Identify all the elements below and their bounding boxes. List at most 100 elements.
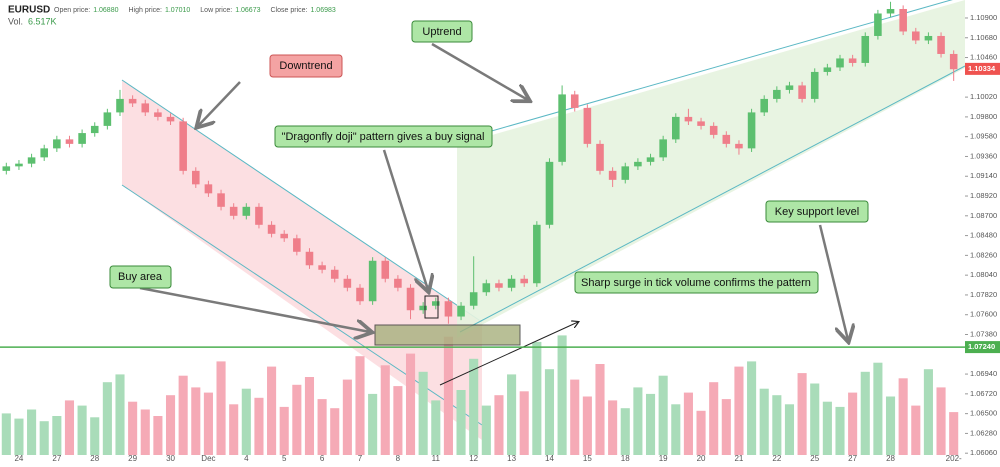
x-tick-label: 25 xyxy=(810,454,819,463)
candle-body xyxy=(773,89,781,99)
volume-bar xyxy=(229,404,239,455)
y-tick-label: 1.10680 xyxy=(970,33,997,42)
stat-label: Open price: xyxy=(54,7,90,14)
x-tick-label: 14 xyxy=(545,454,554,463)
candle-body xyxy=(785,85,794,90)
volume-bar xyxy=(279,406,289,455)
support-label: 1.07240 xyxy=(968,342,995,351)
candle-body xyxy=(697,121,705,126)
arrow xyxy=(439,322,578,386)
candle-body xyxy=(90,125,99,134)
candle-body xyxy=(747,112,756,149)
volume-bar xyxy=(822,401,832,455)
annotation: Sharp surge in tick volume confirms the … xyxy=(581,277,811,289)
candle-body xyxy=(305,251,314,266)
candle-body xyxy=(116,98,124,113)
candle-body xyxy=(103,112,112,126)
candle-body xyxy=(15,163,23,167)
volume-bar xyxy=(14,418,24,455)
candle-body xyxy=(634,161,642,167)
volume-bar xyxy=(77,405,87,455)
volume-bar xyxy=(64,400,75,455)
volume-bar xyxy=(544,369,555,455)
volume-bar xyxy=(469,358,479,455)
candle-body xyxy=(343,278,352,288)
y-tick-label: 1.08040 xyxy=(970,270,997,279)
volume-bar xyxy=(52,416,62,455)
candle-body xyxy=(2,166,11,171)
candle-body xyxy=(836,58,844,68)
volume-bar xyxy=(936,387,946,455)
candle-body xyxy=(368,260,377,302)
price-axis: 1.10900 1.10680 1.10460 1.10020 1.09800 1.095… xyxy=(14,0,1000,467)
candle-body xyxy=(545,161,554,225)
annotation: Uptrend xyxy=(422,26,461,38)
candle-body xyxy=(570,94,579,108)
annotation-box xyxy=(411,20,473,43)
volume-bar xyxy=(153,416,163,455)
candle-body xyxy=(735,143,743,149)
volume-bar xyxy=(216,361,226,455)
stat-value: 1.06673 xyxy=(235,7,260,14)
annotation: Key support level xyxy=(775,206,859,218)
annotation-box xyxy=(765,200,869,223)
candle-body xyxy=(924,35,933,41)
channels xyxy=(121,0,966,440)
x-tick-label: 15 xyxy=(583,454,592,463)
annotation-box xyxy=(269,54,343,78)
price-label-bg xyxy=(965,62,1000,75)
volume-bar xyxy=(923,369,933,455)
volume-bar xyxy=(797,373,807,455)
stat-value: 1.06880 xyxy=(93,7,118,14)
volume-bar xyxy=(582,396,592,455)
candle-body xyxy=(141,103,150,113)
volume-bar xyxy=(696,410,706,455)
volume-bar xyxy=(519,391,529,455)
price-label: 1.10334 xyxy=(968,64,996,73)
candle-body xyxy=(255,206,263,225)
candle-body xyxy=(217,193,225,207)
volume-bar xyxy=(355,356,365,455)
annotation-box xyxy=(274,125,493,148)
volume-bar xyxy=(633,387,643,455)
candle-body xyxy=(533,224,541,284)
x-tick-label: 28 xyxy=(90,454,99,463)
y-tick-label: 1.09360 xyxy=(970,151,997,160)
volume-bar xyxy=(393,386,403,455)
volume-bar xyxy=(658,375,668,455)
candle-body xyxy=(381,260,390,279)
volume-bar xyxy=(949,412,959,455)
y-tick-label: 1.10460 xyxy=(970,53,997,62)
x-tick-label: 24 xyxy=(14,454,23,463)
volume-bar xyxy=(27,409,37,455)
volume-bar xyxy=(860,371,870,455)
volume-bar xyxy=(898,378,908,455)
volume-bar xyxy=(102,382,112,455)
x-tick-label: 29 xyxy=(128,454,137,463)
x-tick-label: 13 xyxy=(507,454,516,463)
header: EURUSD Vol. 6.517K Open price: 1.06880 Hig… xyxy=(8,5,336,27)
y-tick-label: 1.06940 xyxy=(970,369,997,378)
candle-body xyxy=(242,206,251,216)
candle-body xyxy=(621,166,630,180)
candle-body xyxy=(507,278,516,288)
y-tick-label: 1.06060 xyxy=(970,448,997,457)
volume-bar xyxy=(90,417,100,455)
candle-body xyxy=(848,58,857,63)
candle-body xyxy=(293,238,301,252)
candle-body xyxy=(419,305,427,311)
candle-body xyxy=(520,278,528,284)
volume-bar xyxy=(443,336,453,455)
volume-bar xyxy=(418,371,428,455)
y-tick-label: 1.06280 xyxy=(970,428,997,437)
stat-label: High price: xyxy=(129,7,163,14)
candle-body xyxy=(646,157,655,162)
candle-body xyxy=(53,139,61,149)
y-tick-label: 1.10020 xyxy=(970,92,997,101)
volume-bar xyxy=(810,383,820,455)
volume-bar xyxy=(254,397,264,455)
candle-body xyxy=(937,35,945,54)
volume-bar xyxy=(267,366,277,455)
candle-body xyxy=(886,8,895,14)
uptrend-fill xyxy=(457,0,965,338)
